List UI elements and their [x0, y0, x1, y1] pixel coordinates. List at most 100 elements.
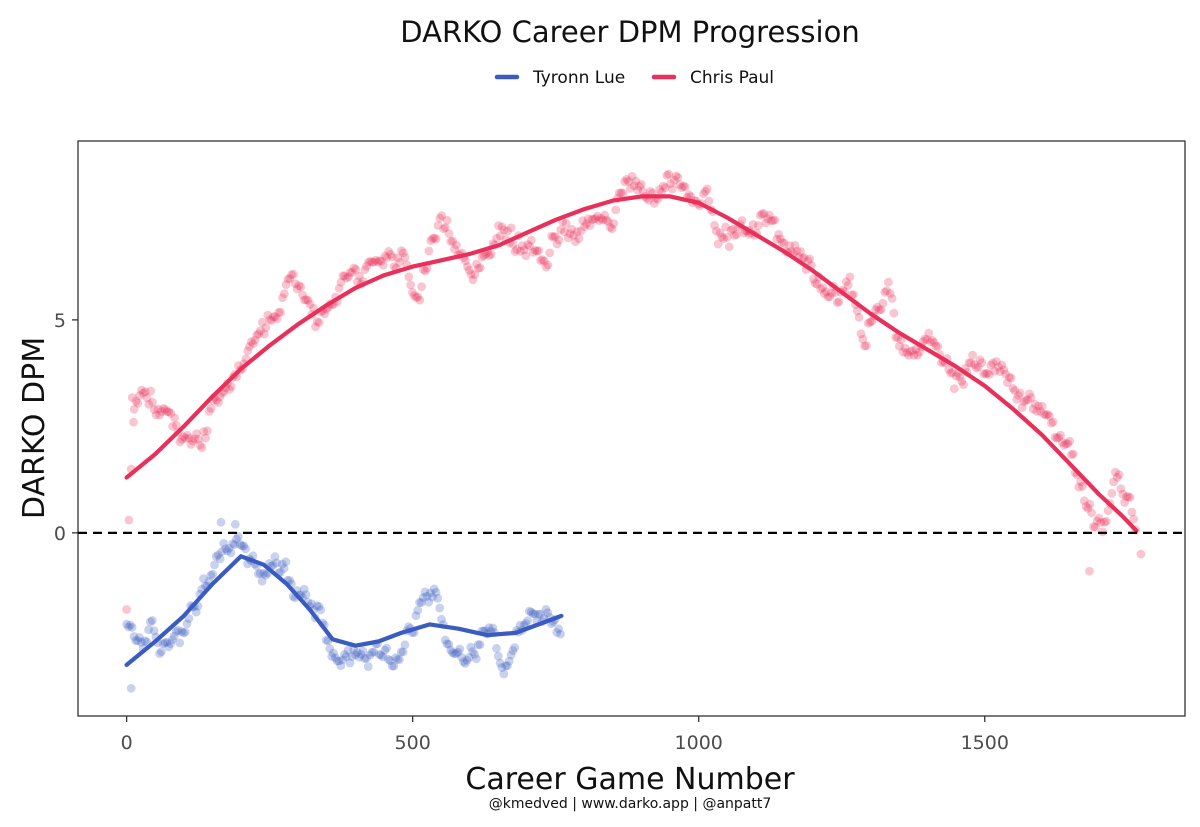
data-point [435, 603, 445, 613]
data-point [468, 275, 478, 285]
data-point [252, 330, 262, 340]
data-point [320, 309, 329, 319]
data-point [360, 265, 370, 275]
legend: Tyronn Lue Chris Paul [494, 68, 774, 88]
data-point [468, 647, 477, 656]
data-point [721, 222, 730, 232]
data-point [928, 335, 937, 345]
data-point [316, 605, 326, 615]
data-point [1112, 473, 1122, 482]
data-point [1059, 441, 1069, 450]
data-point [127, 393, 137, 402]
data-point [545, 248, 555, 258]
data-point [1025, 389, 1034, 399]
data-point [492, 233, 502, 243]
data-point [233, 532, 243, 541]
data-point [959, 380, 968, 389]
data-point [1010, 386, 1020, 395]
data-point [426, 588, 435, 598]
data-point [761, 218, 771, 228]
data-point [127, 623, 137, 632]
data-point [913, 350, 923, 360]
data-point [395, 655, 404, 664]
data-point [459, 657, 468, 667]
data-point [435, 213, 445, 223]
data-point [655, 185, 664, 195]
data-point [907, 346, 917, 355]
data-point [768, 216, 778, 225]
data-point [382, 253, 392, 263]
data-point [173, 625, 183, 635]
x-tick-label: 1500 [961, 732, 1009, 754]
data-point [1094, 513, 1104, 523]
data-point [330, 653, 340, 663]
data-point [321, 635, 331, 645]
data-point [481, 249, 491, 259]
data-point [825, 292, 835, 302]
data-point [1120, 498, 1129, 507]
data-point [336, 277, 346, 287]
data-point [159, 404, 168, 413]
data-point [763, 214, 772, 224]
data-point [270, 312, 280, 321]
data-point [519, 245, 529, 255]
data-point [995, 367, 1005, 376]
data-point [528, 609, 538, 618]
data-point [582, 219, 591, 229]
data-point [488, 623, 498, 633]
data-point [1092, 516, 1102, 526]
data-point [790, 241, 800, 250]
data-point [155, 649, 165, 658]
data-point [1100, 517, 1109, 527]
data-point [151, 410, 161, 420]
data-point [863, 318, 873, 328]
data-point [799, 253, 809, 263]
data-point [160, 638, 170, 648]
data-point [999, 365, 1009, 374]
y-axis-title: DARKO DPM [17, 337, 52, 519]
data-point [779, 238, 789, 248]
data-point [452, 240, 461, 250]
data-point [235, 540, 245, 549]
data-point [1111, 467, 1120, 477]
data-point [146, 386, 156, 396]
data-point [193, 434, 203, 444]
data-point [979, 369, 988, 379]
data-point [493, 651, 503, 661]
data-point [124, 515, 134, 525]
data-point [757, 209, 767, 219]
data-point [1019, 397, 1029, 407]
data-point [140, 636, 150, 646]
data-point [766, 216, 776, 226]
data-point [1085, 566, 1094, 576]
data-point [129, 417, 138, 427]
data-point [431, 587, 441, 597]
data-point [211, 552, 221, 561]
data-point [1090, 522, 1100, 532]
data-point [216, 517, 226, 527]
data-point [140, 387, 150, 397]
data-point [162, 407, 172, 416]
data-point [237, 541, 247, 551]
data-point [484, 251, 494, 260]
data-point [986, 360, 996, 370]
smooth-line-chris-paul [124, 194, 1139, 533]
data-point [191, 607, 201, 617]
data-point [1123, 492, 1133, 502]
data-point [265, 315, 275, 324]
data-point [417, 282, 426, 291]
data-point [931, 341, 941, 351]
data-point [226, 382, 236, 391]
data-point [182, 619, 192, 629]
data-point [1136, 549, 1146, 559]
data-point [759, 209, 769, 219]
data-point [378, 260, 388, 270]
data-point [977, 358, 987, 368]
data-point [338, 271, 348, 281]
legend-label-tyronn-lue: Tyronn Lue [532, 68, 625, 88]
data-point [413, 292, 423, 302]
data-point [461, 256, 470, 266]
data-point [1012, 395, 1021, 404]
data-point [411, 293, 421, 302]
data-point [1036, 406, 1045, 416]
